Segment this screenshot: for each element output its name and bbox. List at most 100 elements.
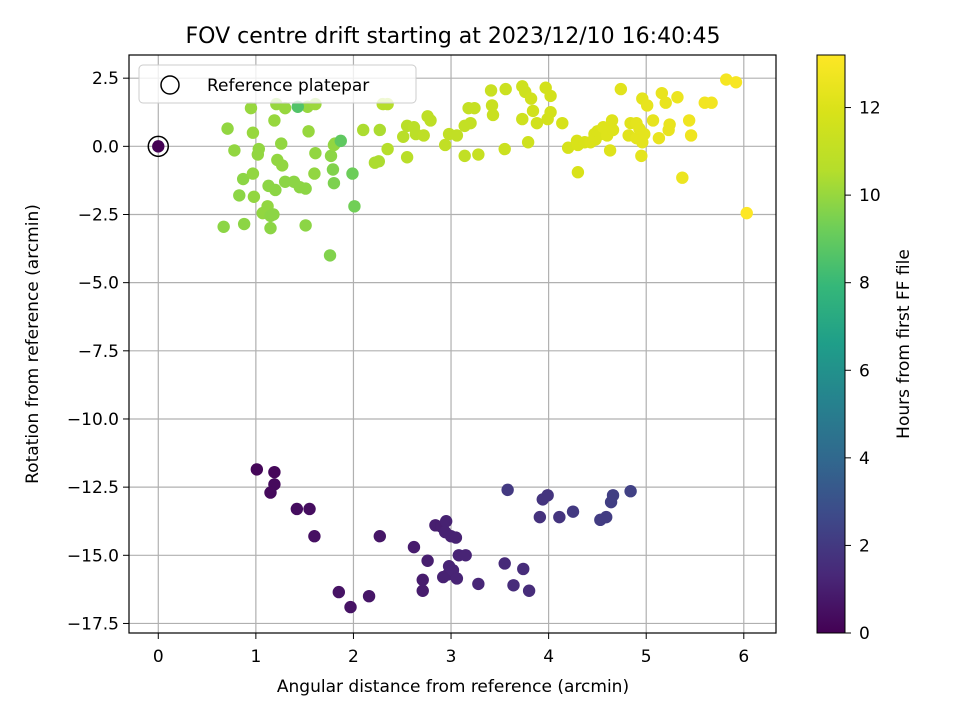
colorbar-tick-label: 0	[859, 624, 870, 644]
data-point	[275, 137, 288, 150]
colorbar-tick-label: 2	[859, 536, 870, 556]
data-point	[152, 140, 165, 153]
data-point	[373, 123, 386, 137]
data-point	[459, 549, 472, 562]
x-tick-label: 2	[348, 647, 359, 667]
data-point	[599, 510, 613, 524]
data-point	[417, 129, 430, 142]
colorbar-label: Hours from first FF file	[894, 249, 914, 439]
colorbar-tick-label: 4	[859, 449, 870, 469]
data-point	[684, 129, 698, 142]
legend: Reference platepar	[138, 64, 417, 104]
colorbar-tick-label: 10	[859, 186, 881, 206]
data-point	[299, 219, 312, 232]
data-point	[705, 96, 718, 109]
data-point	[458, 149, 471, 163]
x-tick-label: 3	[446, 647, 457, 667]
legend-box	[138, 64, 417, 104]
y-axis-ticks: 2.5 0.0 −2.5 −5.0 −7.5 −10.0 −12.5 −15.0 −17.5	[67, 69, 129, 634]
data-point	[652, 131, 666, 145]
colorbar: 0 2 4 6 8 10 12 Hours from first FF file	[816, 54, 914, 644]
legend-marker-reference	[160, 75, 180, 95]
data-point	[439, 515, 453, 528]
y-tick-label: −7.5	[78, 342, 119, 362]
data-point	[676, 171, 689, 184]
colorbar-gradient	[816, 54, 846, 634]
data-point	[498, 557, 511, 570]
data-point	[308, 167, 321, 180]
data-point	[326, 163, 340, 176]
data-point	[566, 505, 580, 518]
data-point	[400, 151, 414, 164]
data-point	[250, 463, 264, 476]
legend-label-reference: Reference platepar	[207, 76, 369, 96]
x-tick-label: 0	[153, 647, 164, 667]
data-point	[344, 600, 357, 614]
data-point	[373, 530, 386, 543]
colorbar-tick-label: 12	[859, 99, 881, 119]
data-point	[671, 91, 684, 104]
data-point	[324, 149, 338, 163]
data-point	[381, 142, 394, 156]
data-point	[269, 183, 282, 197]
data-point	[327, 176, 341, 190]
data-point	[221, 122, 234, 135]
y-tick-label: −5.0	[78, 274, 119, 294]
y-axis-label: Rotation from reference (arcmin)	[23, 204, 43, 484]
data-point	[264, 221, 277, 235]
data-point	[472, 577, 485, 591]
data-point	[236, 172, 250, 186]
colorbar-ticks: 0 2 4 6 8 10 12	[845, 99, 881, 644]
data-point	[640, 99, 654, 112]
data-point	[416, 573, 429, 587]
data-point	[571, 166, 585, 179]
data-point	[646, 114, 660, 127]
x-tick-label: 4	[543, 647, 554, 667]
y-tick-label: −2.5	[78, 205, 119, 225]
data-point	[346, 167, 359, 180]
data-point	[416, 584, 429, 597]
data-point	[530, 116, 544, 130]
data-point	[486, 108, 500, 122]
data-point	[397, 130, 410, 143]
y-tick-label: −10.0	[67, 410, 119, 430]
data-point	[638, 127, 651, 141]
data-point	[561, 141, 575, 154]
data-point	[659, 96, 672, 109]
x-tick-label: 5	[641, 647, 652, 667]
data-point	[323, 249, 337, 262]
data-point	[507, 579, 520, 592]
data-point	[268, 114, 281, 127]
x-tick-label: 6	[738, 647, 749, 667]
data-point	[464, 116, 477, 130]
reference-marker	[147, 135, 170, 158]
grid-lines	[129, 55, 776, 633]
y-tick-label: −12.5	[67, 478, 119, 498]
data-point	[655, 86, 669, 100]
y-tick-label: −17.5	[67, 614, 119, 634]
x-axis-label: Angular distance from reference (arcmin)	[277, 677, 629, 697]
y-tick-label: −15.0	[67, 546, 119, 566]
data-point	[233, 189, 246, 202]
data-point	[663, 118, 676, 131]
data-point	[624, 485, 637, 498]
data-point	[556, 116, 569, 130]
data-point	[276, 159, 289, 172]
plot-area	[129, 55, 776, 633]
data-point	[421, 554, 434, 567]
data-point	[603, 144, 617, 157]
data-point	[450, 572, 464, 585]
data-point	[264, 486, 277, 499]
data-point	[438, 138, 452, 152]
data-point	[407, 540, 421, 554]
data-point	[516, 112, 529, 126]
data-point	[524, 92, 538, 105]
data-point	[606, 489, 620, 502]
data-point	[308, 530, 321, 543]
data-point	[740, 206, 753, 220]
data-point	[522, 584, 536, 597]
data-point	[217, 220, 230, 233]
data-point	[291, 100, 305, 114]
data-point	[605, 114, 619, 127]
